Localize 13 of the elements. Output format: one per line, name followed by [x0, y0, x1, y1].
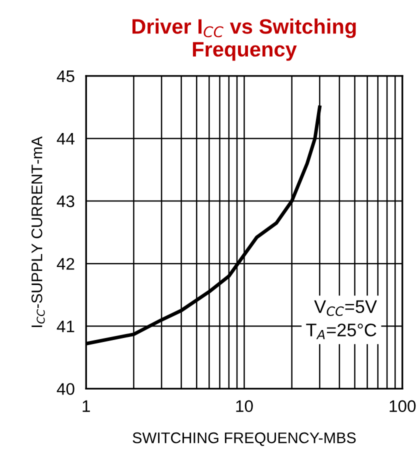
- y-tick-label: 43: [56, 195, 74, 208]
- x-axis-title: SWITCHING FREQUENCY-MBS: [132, 432, 356, 446]
- x-tick-label: 10: [236, 400, 253, 412]
- y-tick-label: 44: [56, 133, 75, 144]
- y-tick-label: 42: [56, 258, 74, 270]
- y-axis-title: I$_{CC}$-SUPPLY CURRENT-mA: [31, 136, 45, 327]
- chart-title: Driver I$_{CC}$ vs Switching Frequency: [132, 18, 356, 61]
- x-tick-label: 100: [390, 400, 416, 412]
- y-tick-label: 40: [56, 383, 74, 395]
- text: V$_{CC}$=5V T$_{A}$=25°C: [306, 300, 377, 340]
- y-tick-label: 45: [56, 70, 74, 82]
- x-tick-label: 1: [82, 400, 90, 412]
- y-tick-label: 41: [56, 320, 74, 332]
